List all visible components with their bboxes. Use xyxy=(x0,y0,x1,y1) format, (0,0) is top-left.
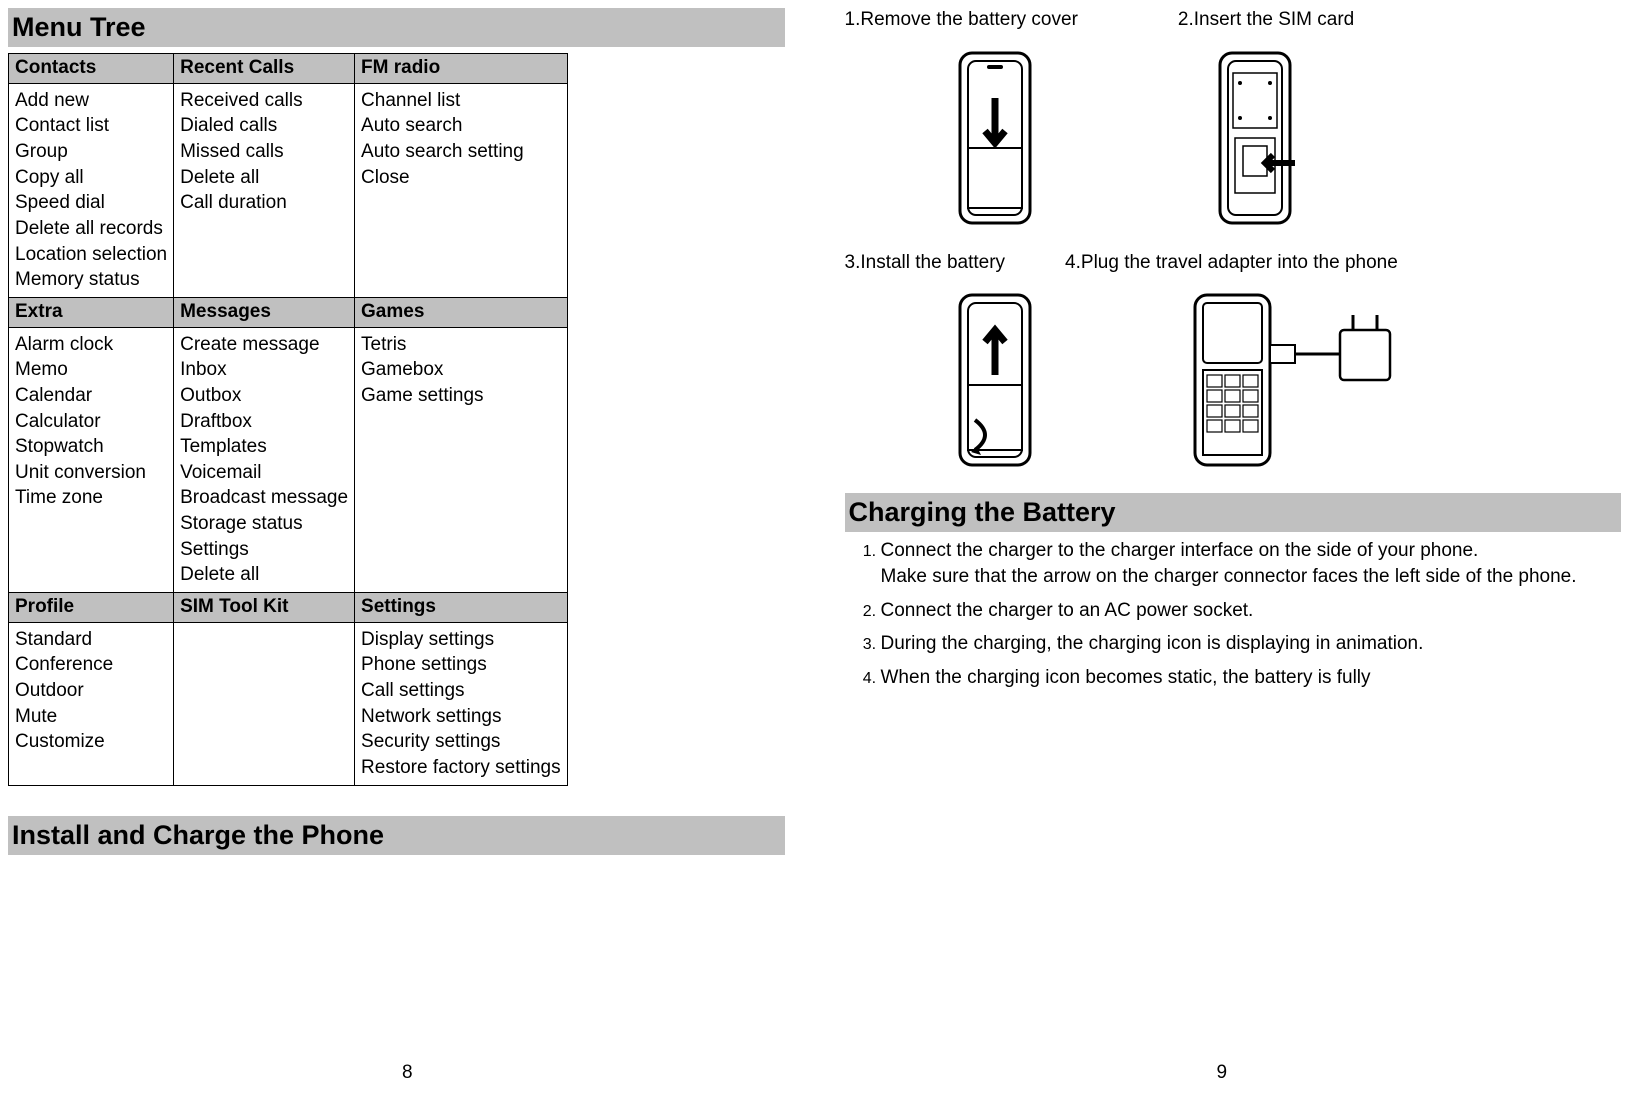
menu-item: Templates xyxy=(180,434,348,460)
phone-install-battery-icon xyxy=(905,285,1085,475)
menu-item: Calendar xyxy=(15,383,167,409)
menu-item: Display settings xyxy=(361,627,561,653)
menu-item: Close xyxy=(361,165,561,191)
menu-item: Contact list xyxy=(15,113,167,139)
phone-insert-sim-icon xyxy=(1165,43,1345,233)
menu-tree-table: Contacts Recent Calls FM radio Add new C… xyxy=(8,53,568,785)
items-sim-tool-kit xyxy=(174,622,355,785)
header-fm-radio: FM radio xyxy=(355,54,568,84)
header-sim-tool-kit: SIM Tool Kit xyxy=(174,593,355,623)
charging-step: When the charging icon becomes static, t… xyxy=(881,665,1622,691)
install-charge-header: Install and Charge the Phone xyxy=(8,816,785,855)
page-number-right: 9 xyxy=(1216,1061,1227,1086)
page-right: 1.Remove the battery cover 2.Insert the … xyxy=(815,0,1629,1094)
menu-item: Auto search xyxy=(361,113,561,139)
menu-item: Voicemail xyxy=(180,460,348,486)
header-contacts: Contacts xyxy=(9,54,174,84)
menu-item: Received calls xyxy=(180,88,348,114)
items-recent-calls: Received calls Dialed calls Missed calls… xyxy=(174,83,355,297)
menu-item: Memo xyxy=(15,357,167,383)
step-1-label: 1.Remove the battery cover xyxy=(845,8,1078,33)
charging-steps-list: Connect the charger to the charger inter… xyxy=(845,538,1622,690)
header-settings: Settings xyxy=(355,593,568,623)
menu-item: Memory status xyxy=(15,267,167,293)
menu-item: Conference xyxy=(15,652,167,678)
header-profile: Profile xyxy=(9,593,174,623)
header-extra: Extra xyxy=(9,297,174,327)
items-messages: Create message Inbox Outbox Draftbox Tem… xyxy=(174,327,355,592)
charging-battery-header: Charging the Battery xyxy=(845,493,1622,532)
menu-item: Security settings xyxy=(361,729,561,755)
menu-item: Stopwatch xyxy=(15,434,167,460)
menu-item: Game settings xyxy=(361,383,561,409)
header-games: Games xyxy=(355,297,568,327)
menu-item: Delete all xyxy=(180,562,348,588)
step-2-label: 2.Insert the SIM card xyxy=(1178,8,1354,33)
menu-item: Copy all xyxy=(15,165,167,191)
menu-item: Alarm clock xyxy=(15,332,167,358)
charging-step: During the charging, the charging icon i… xyxy=(881,631,1622,657)
charging-step: Connect the charger to the charger inter… xyxy=(881,538,1622,589)
menu-item: Dialed calls xyxy=(180,113,348,139)
menu-item: Location selection xyxy=(15,242,167,268)
menu-item: Time zone xyxy=(15,485,167,511)
phone-plug-adapter-icon xyxy=(1165,285,1425,475)
charging-step-text: Make sure that the arrow on the charger … xyxy=(881,566,1577,587)
menu-item: Gamebox xyxy=(361,357,561,383)
menu-item: Settings xyxy=(180,537,348,563)
menu-item: Draftbox xyxy=(180,409,348,435)
phone-remove-cover-icon xyxy=(905,43,1085,233)
menu-item: Restore factory settings xyxy=(361,755,561,781)
items-settings: Display settings Phone settings Call set… xyxy=(355,622,568,785)
page-left: Menu Tree Contacts Recent Calls FM radio… xyxy=(0,0,815,1094)
menu-item: Storage status xyxy=(180,511,348,537)
items-profile: Standard Conference Outdoor Mute Customi… xyxy=(9,622,174,785)
step-4-label: 4.Plug the travel adapter into the phone xyxy=(1065,251,1398,276)
header-messages: Messages xyxy=(174,297,355,327)
menu-item: Calculator xyxy=(15,409,167,435)
menu-item: Mute xyxy=(15,704,167,730)
menu-item: Call settings xyxy=(361,678,561,704)
menu-item: Tetris xyxy=(361,332,561,358)
items-contacts: Add new Contact list Group Copy all Spee… xyxy=(9,83,174,297)
menu-item: Delete all xyxy=(180,165,348,191)
menu-item: Standard xyxy=(15,627,167,653)
menu-item: Group xyxy=(15,139,167,165)
step-3-label: 3.Install the battery xyxy=(845,251,1006,276)
menu-item: Inbox xyxy=(180,357,348,383)
menu-item: Call duration xyxy=(180,190,348,216)
charging-step-text: Connect the charger to the charger inter… xyxy=(881,540,1479,561)
menu-item: Phone settings xyxy=(361,652,561,678)
page-number-left: 8 xyxy=(402,1061,413,1086)
menu-item: Add new xyxy=(15,88,167,114)
menu-item: Unit conversion xyxy=(15,460,167,486)
menu-item: Network settings xyxy=(361,704,561,730)
menu-item: Outbox xyxy=(180,383,348,409)
charging-step: Connect the charger to an AC power socke… xyxy=(881,598,1622,624)
menu-item: Missed calls xyxy=(180,139,348,165)
menu-tree-header: Menu Tree xyxy=(8,8,785,47)
menu-item: Delete all records xyxy=(15,216,167,242)
header-recent-calls: Recent Calls xyxy=(174,54,355,84)
items-extra: Alarm clock Memo Calendar Calculator Sto… xyxy=(9,327,174,592)
menu-item: Broadcast message xyxy=(180,485,348,511)
menu-item: Auto search setting xyxy=(361,139,561,165)
menu-item: Customize xyxy=(15,729,167,755)
menu-item: Speed dial xyxy=(15,190,167,216)
menu-item: Create message xyxy=(180,332,348,358)
items-fm-radio: Channel list Auto search Auto search set… xyxy=(355,83,568,297)
menu-item: Outdoor xyxy=(15,678,167,704)
menu-item: Channel list xyxy=(361,88,561,114)
items-games: Tetris Gamebox Game settings xyxy=(355,327,568,592)
